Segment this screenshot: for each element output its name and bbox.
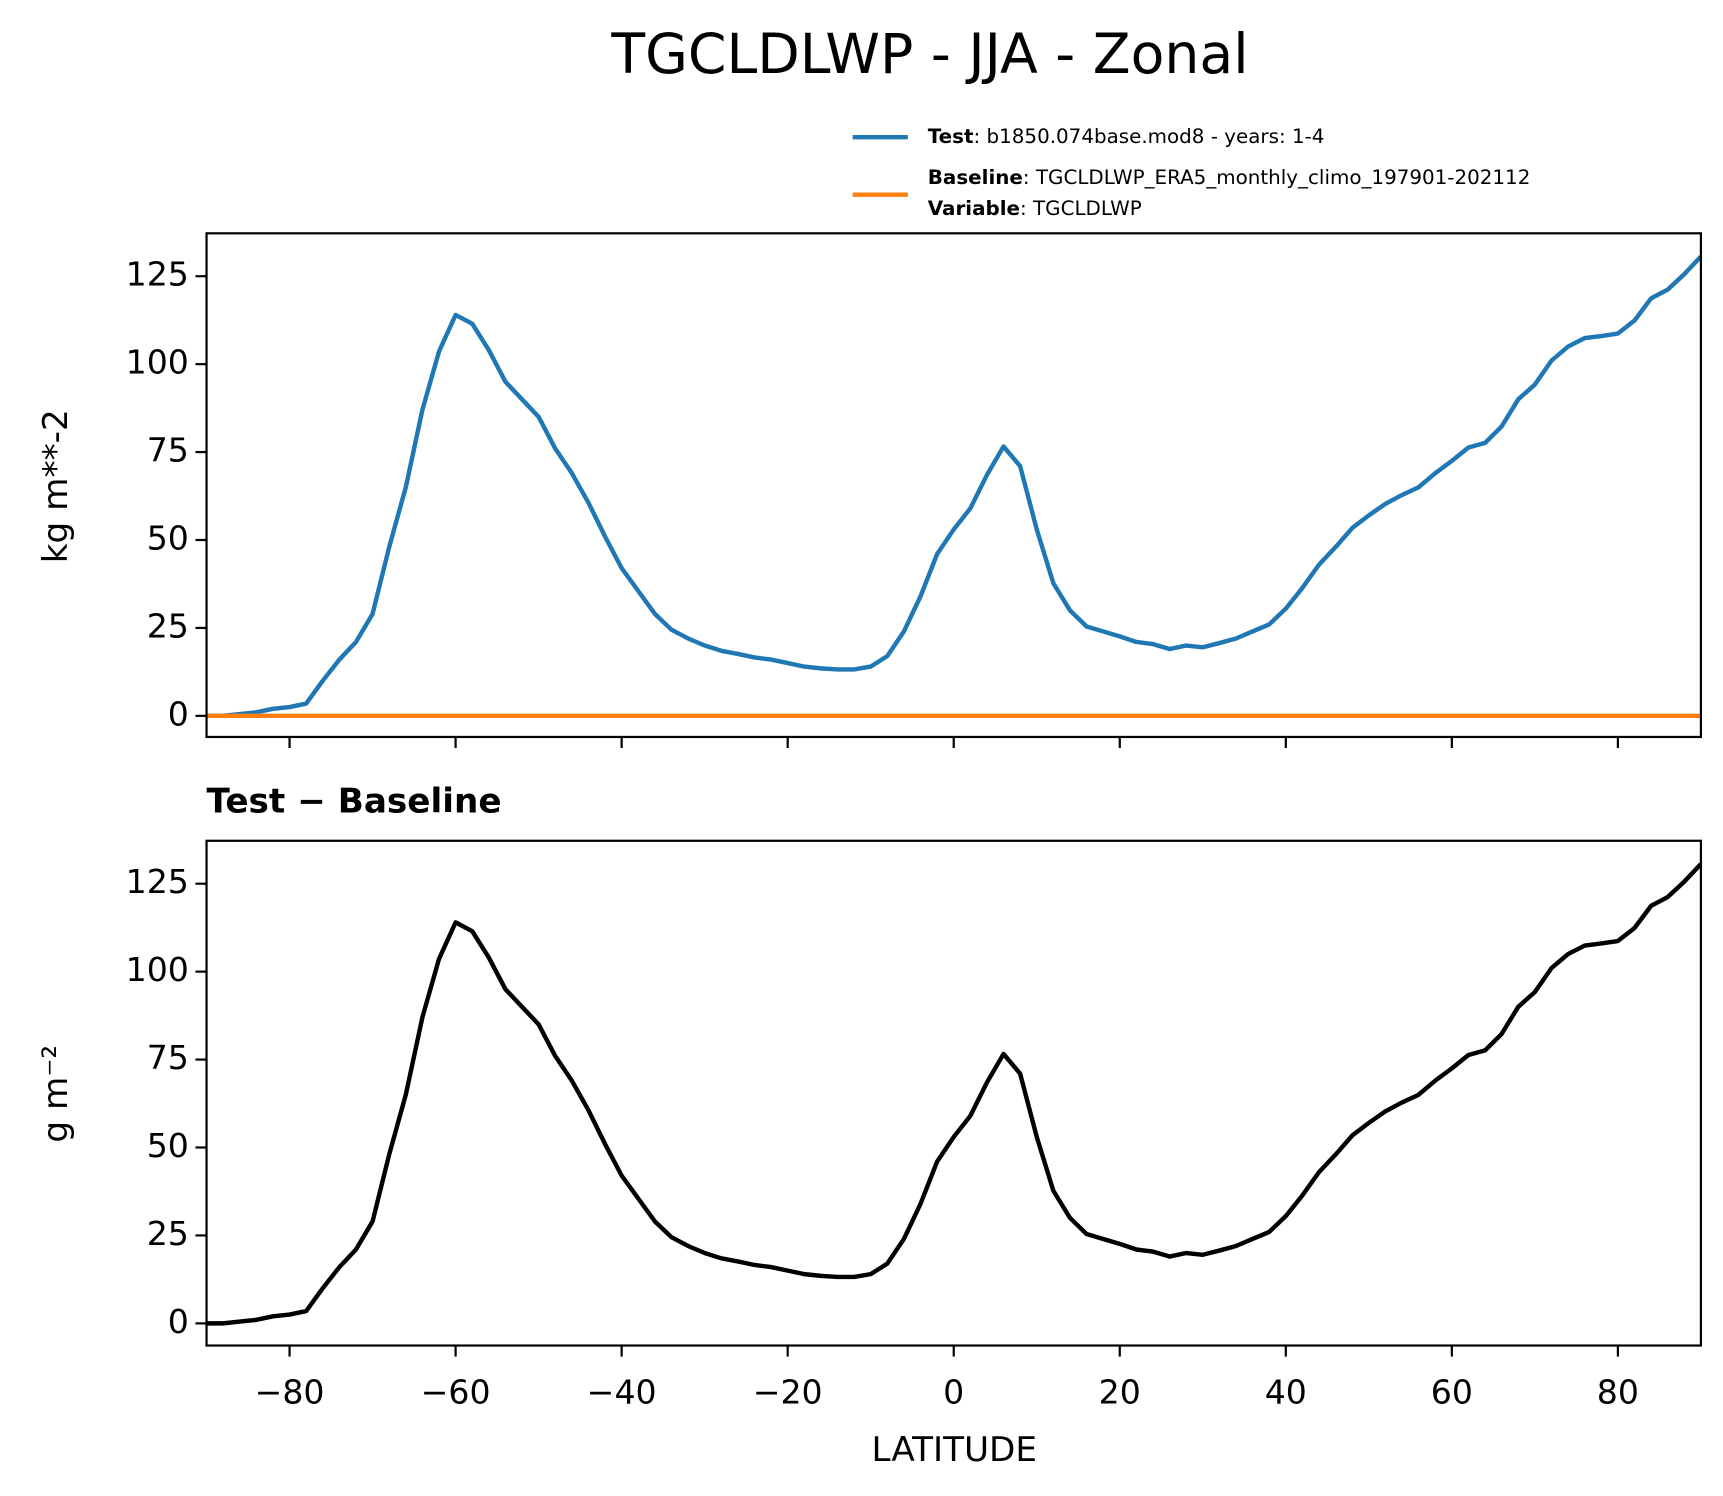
x-tick-label: 60: [1431, 1373, 1473, 1412]
y-tick-label: 125: [126, 255, 189, 294]
x-tick-label: 40: [1265, 1373, 1307, 1412]
legend-text: : TGCLDLWP: [1020, 197, 1142, 220]
y-axis-label: kg m**-2: [36, 409, 76, 563]
x-tick-label: 20: [1099, 1373, 1141, 1412]
x-tick-label: 80: [1597, 1373, 1639, 1412]
plot-frame: [205, 839, 1703, 1347]
legend-key: Variable: [928, 197, 1020, 220]
legend-key: Baseline: [928, 166, 1023, 189]
y-tick-label: 50: [147, 518, 189, 557]
y-axis-label: g m⁻²: [36, 1045, 76, 1143]
y-tick-label: 25: [147, 606, 189, 645]
x-tick-label: 0: [943, 1373, 964, 1412]
y-tick-label: 0: [168, 694, 189, 733]
x-tick-label: −80: [255, 1373, 325, 1412]
legend-text: : b1850.074base.mod8 - years: 1-4: [974, 125, 1325, 148]
y-tick-label: 125: [126, 862, 189, 901]
x-tick-label: −60: [421, 1373, 491, 1412]
x-axis-label: LATITUDE: [872, 1430, 1038, 1470]
x-tick-label: −20: [753, 1373, 823, 1412]
y-tick-label: 25: [147, 1214, 189, 1253]
legend-entry: Baseline: TGCLDLWP_ERA5_monthly_climo_19…: [928, 166, 1531, 189]
data-line: [206, 255, 1701, 719]
panel-subtitle: Test − Baseline: [207, 782, 502, 822]
chart-title: TGCLDLWP - JJA - Zonal: [610, 23, 1248, 87]
x-tick-label: −40: [587, 1373, 657, 1412]
y-tick-label: 100: [126, 950, 189, 989]
plot-frame: [205, 232, 1703, 739]
y-tick-label: 100: [126, 343, 189, 382]
y-tick-label: 75: [147, 1038, 189, 1077]
y-tick-label: 75: [147, 431, 189, 470]
legend-text: : TGCLDLWP_ERA5_monthly_climo_197901-202…: [1023, 166, 1530, 189]
y-tick-label: 50: [147, 1126, 189, 1165]
legend-entry: Variable: TGCLDLWP: [928, 197, 1142, 220]
legend-key: Test: [928, 125, 974, 148]
data-line: [206, 862, 1701, 1326]
legend-entry: Test: b1850.074base.mod8 - years: 1-4: [928, 125, 1325, 148]
y-tick-label: 0: [168, 1302, 189, 1341]
